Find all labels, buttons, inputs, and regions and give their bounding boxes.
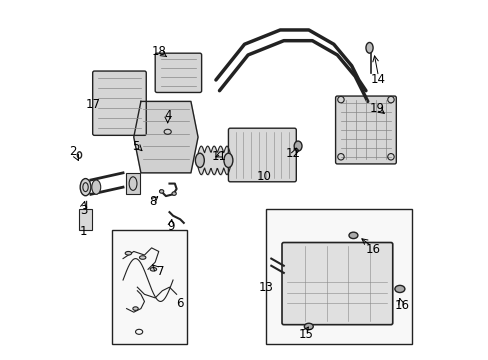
Ellipse shape	[125, 251, 131, 255]
Text: 12: 12	[285, 147, 300, 160]
Text: 10: 10	[256, 170, 271, 183]
Ellipse shape	[172, 192, 176, 195]
Ellipse shape	[294, 141, 302, 151]
Text: 16: 16	[365, 243, 380, 256]
FancyBboxPatch shape	[93, 71, 146, 135]
Ellipse shape	[159, 190, 163, 193]
Text: 11: 11	[212, 150, 226, 163]
Text: 9: 9	[166, 220, 174, 233]
FancyBboxPatch shape	[335, 96, 395, 164]
Text: 19: 19	[368, 102, 384, 115]
Bar	[80, 208, 91, 230]
Text: 3: 3	[80, 204, 87, 217]
FancyBboxPatch shape	[155, 53, 201, 93]
Text: 7: 7	[157, 265, 164, 278]
Ellipse shape	[224, 153, 232, 167]
Text: 8: 8	[149, 195, 156, 208]
Polygon shape	[134, 102, 198, 173]
Bar	[265, 208, 411, 344]
Text: 2: 2	[69, 145, 77, 158]
Ellipse shape	[195, 153, 204, 167]
Text: 18: 18	[151, 45, 166, 58]
Ellipse shape	[348, 232, 357, 239]
Text: 17: 17	[85, 99, 100, 112]
Ellipse shape	[133, 307, 138, 310]
Ellipse shape	[394, 285, 404, 293]
Text: 4: 4	[163, 109, 171, 122]
Ellipse shape	[150, 267, 156, 271]
Bar	[125, 173, 140, 194]
Ellipse shape	[304, 323, 313, 330]
Text: 16: 16	[393, 299, 408, 312]
Text: 6: 6	[176, 297, 183, 310]
Ellipse shape	[139, 256, 145, 259]
Bar	[112, 230, 187, 344]
Ellipse shape	[80, 179, 91, 196]
Text: 5: 5	[132, 140, 139, 153]
Ellipse shape	[365, 42, 372, 53]
Ellipse shape	[92, 180, 101, 194]
Text: 14: 14	[370, 73, 385, 86]
FancyBboxPatch shape	[228, 128, 296, 182]
Text: 13: 13	[258, 281, 273, 294]
FancyBboxPatch shape	[282, 243, 392, 325]
Text: 15: 15	[298, 328, 313, 341]
Text: 1: 1	[80, 225, 87, 238]
